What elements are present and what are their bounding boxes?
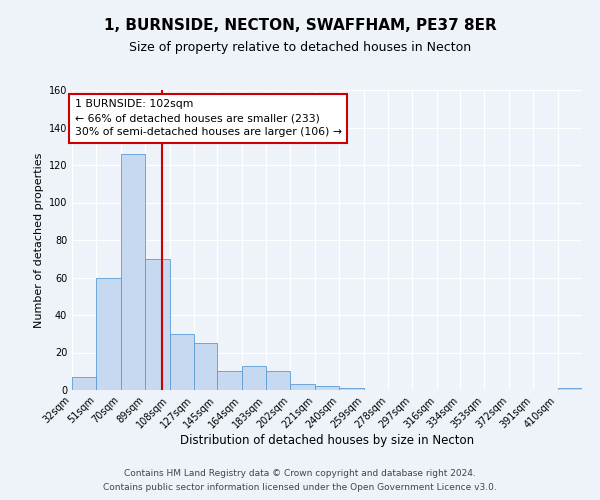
Bar bbox=[121, 154, 145, 390]
Bar bbox=[557, 388, 582, 390]
Text: 1 BURNSIDE: 102sqm
← 66% of detached houses are smaller (233)
30% of semi-detach: 1 BURNSIDE: 102sqm ← 66% of detached hou… bbox=[74, 100, 341, 138]
Bar bbox=[266, 371, 290, 390]
Text: Contains public sector information licensed under the Open Government Licence v3: Contains public sector information licen… bbox=[103, 484, 497, 492]
Bar bbox=[339, 388, 364, 390]
Bar bbox=[170, 334, 194, 390]
Bar bbox=[72, 377, 97, 390]
Bar bbox=[242, 366, 266, 390]
Bar bbox=[290, 384, 315, 390]
Text: Contains HM Land Registry data © Crown copyright and database right 2024.: Contains HM Land Registry data © Crown c… bbox=[124, 468, 476, 477]
Bar bbox=[97, 278, 121, 390]
Bar bbox=[145, 259, 170, 390]
X-axis label: Distribution of detached houses by size in Necton: Distribution of detached houses by size … bbox=[180, 434, 474, 447]
Text: Size of property relative to detached houses in Necton: Size of property relative to detached ho… bbox=[129, 41, 471, 54]
Text: 1, BURNSIDE, NECTON, SWAFFHAM, PE37 8ER: 1, BURNSIDE, NECTON, SWAFFHAM, PE37 8ER bbox=[104, 18, 496, 32]
Bar bbox=[194, 343, 217, 390]
Bar bbox=[315, 386, 339, 390]
Y-axis label: Number of detached properties: Number of detached properties bbox=[34, 152, 44, 328]
Bar bbox=[217, 371, 242, 390]
